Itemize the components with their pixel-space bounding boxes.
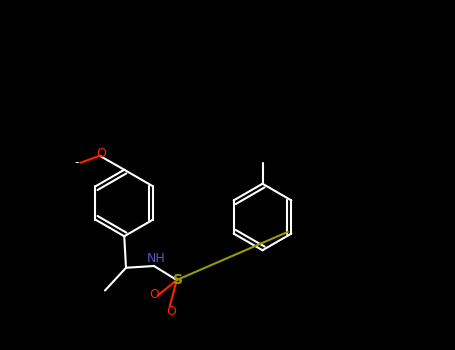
Text: O: O [96,147,106,161]
Text: -: - [75,156,79,169]
Text: NH: NH [147,252,165,265]
Text: S: S [173,273,183,287]
Text: O: O [167,305,177,318]
Text: O: O [149,287,159,301]
